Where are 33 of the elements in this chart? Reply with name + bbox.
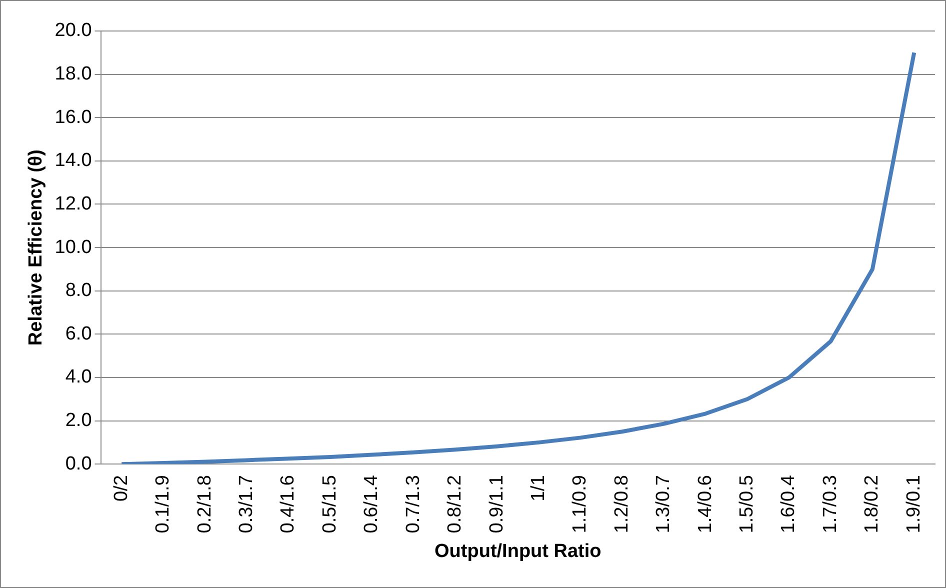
x-tick-label: 1.3/0.7 xyxy=(653,475,674,534)
x-tick-label: 0.2/1.8 xyxy=(194,475,216,534)
y-tick-label: 12.0 xyxy=(54,193,92,214)
x-tick-label: 1.7/0.3 xyxy=(820,475,841,534)
x-tick-label: 1.5/0.5 xyxy=(736,475,758,534)
x-tick-label: 0.8/1.2 xyxy=(444,475,466,534)
x-tick-label: 0.3/1.7 xyxy=(236,475,257,534)
y-tick-label: 10.0 xyxy=(54,236,92,258)
x-tick-label: 0.6/1.4 xyxy=(361,474,382,534)
x-tick-label: 1.2/0.8 xyxy=(611,475,632,534)
x-tick-label: 0.5/1.5 xyxy=(319,475,340,534)
x-tick-label: 0/2 xyxy=(110,475,132,502)
y-tick-label: 2.0 xyxy=(65,410,92,432)
x-tick-label: 1.4/0.6 xyxy=(694,475,716,534)
x-tick-label: 1.8/0.2 xyxy=(862,475,883,534)
x-tick-label: 0.9/1.1 xyxy=(486,475,508,534)
x-tick-label: 1.6/0.4 xyxy=(778,474,800,534)
x-tick-label: 1.1/0.9 xyxy=(570,475,591,534)
y-tick-label: 8.0 xyxy=(65,280,92,302)
y-tick-label: 0.0 xyxy=(65,453,92,474)
y-tick-label: 18.0 xyxy=(54,64,92,85)
y-tick-label: 20.0 xyxy=(54,20,92,42)
x-axis-title: Output/Input Ratio xyxy=(434,540,602,562)
x-tick-label: 0.7/1.3 xyxy=(402,475,424,534)
y-tick-label: 16.0 xyxy=(54,106,92,128)
y-tick-label: 14.0 xyxy=(54,150,92,172)
y-tick-label: 4.0 xyxy=(65,366,92,388)
x-tick-label: 1.9/0.1 xyxy=(903,475,924,534)
x-tick-label: 0.4/1.6 xyxy=(278,475,299,534)
x-tick-label: 1/1 xyxy=(528,475,549,502)
x-tick-label: 0.1/1.9 xyxy=(152,475,174,534)
y-tick-label: 6.0 xyxy=(65,323,92,344)
y-axis-title: Relative Efficiency (θ) xyxy=(26,149,47,346)
